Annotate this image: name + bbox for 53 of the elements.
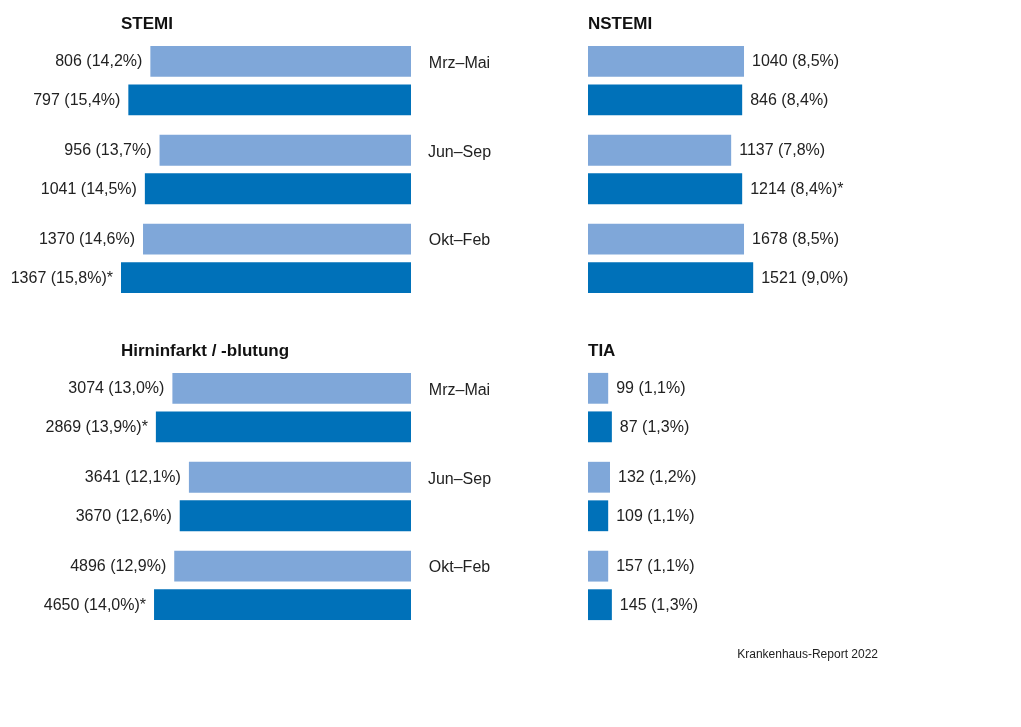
data-label: 1214 (8,4%)* — [750, 179, 844, 197]
bar — [179, 500, 411, 532]
data-label: 109 (1,1%) — [616, 506, 695, 524]
bar — [172, 372, 411, 404]
data-label: 797 (15,4%) — [33, 90, 121, 108]
data-label: 3670 (12,6%) — [75, 506, 172, 524]
bar — [588, 45, 745, 77]
bar — [143, 223, 411, 255]
data-label: 99 (1,1%) — [616, 379, 686, 397]
bar — [155, 411, 411, 443]
data-label: 157 (1,1%) — [616, 557, 695, 575]
data-label: 1137 (7,8%) — [739, 141, 826, 159]
bar — [188, 461, 411, 493]
data-label: 3641 (12,1%) — [84, 468, 181, 486]
bar — [121, 262, 411, 294]
data-label: 4650 (14,0%)* — [43, 595, 147, 613]
data-label: 1367 (15,8%)* — [10, 268, 113, 286]
bar — [150, 45, 411, 77]
bar — [588, 84, 743, 116]
data-label: 1521 (9,0%) — [761, 268, 849, 286]
bar — [174, 550, 411, 582]
data-label: 2869 (13,9%)* — [45, 417, 148, 435]
bar — [588, 173, 743, 205]
data-label: 132 (1,2%) — [618, 468, 697, 486]
data-label: 1040 (8,5%) — [752, 52, 840, 70]
data-label: 4896 (12,9%) — [70, 557, 167, 575]
y-tick-label: Jun–Sep — [427, 142, 492, 160]
data-label: 87 (1,3%) — [619, 417, 690, 435]
bar — [154, 589, 411, 621]
y-tick-label: Mrz–Mai — [428, 380, 491, 398]
y-tick-label: Okt–Feb — [428, 231, 491, 249]
data-label: 145 (1,3%) — [619, 595, 699, 613]
y-tick-label: Mrz–Mai — [428, 53, 491, 71]
data-label: 1678 (8,5%) — [752, 230, 840, 248]
data-label: 1370 (14,6%) — [38, 230, 136, 248]
data-label: 806 (14,2%) — [55, 52, 143, 70]
bar — [588, 262, 754, 294]
data-label: 3074 (13,0%) — [68, 379, 165, 397]
y-tick-label: Okt–Feb — [428, 558, 491, 576]
chart-title: TIA — [588, 341, 616, 360]
chart-title: NSTEMI — [588, 14, 653, 33]
data-label: 1041 (14,5%) — [40, 179, 137, 197]
text: Krankenhaus-Report 2022 — [737, 647, 879, 661]
data-label: 846 (8,4%) — [750, 90, 829, 108]
chart-title: STEMI — [121, 14, 173, 33]
bar — [128, 84, 411, 116]
chart-title: Hirninfarkt / -blutung — [121, 341, 290, 360]
bar — [144, 173, 411, 205]
data-label: 956 (13,7%) — [64, 141, 152, 159]
y-tick-label: Jun–Sep — [427, 469, 492, 487]
bar — [159, 134, 411, 166]
bar — [588, 134, 732, 166]
bar — [588, 223, 745, 255]
